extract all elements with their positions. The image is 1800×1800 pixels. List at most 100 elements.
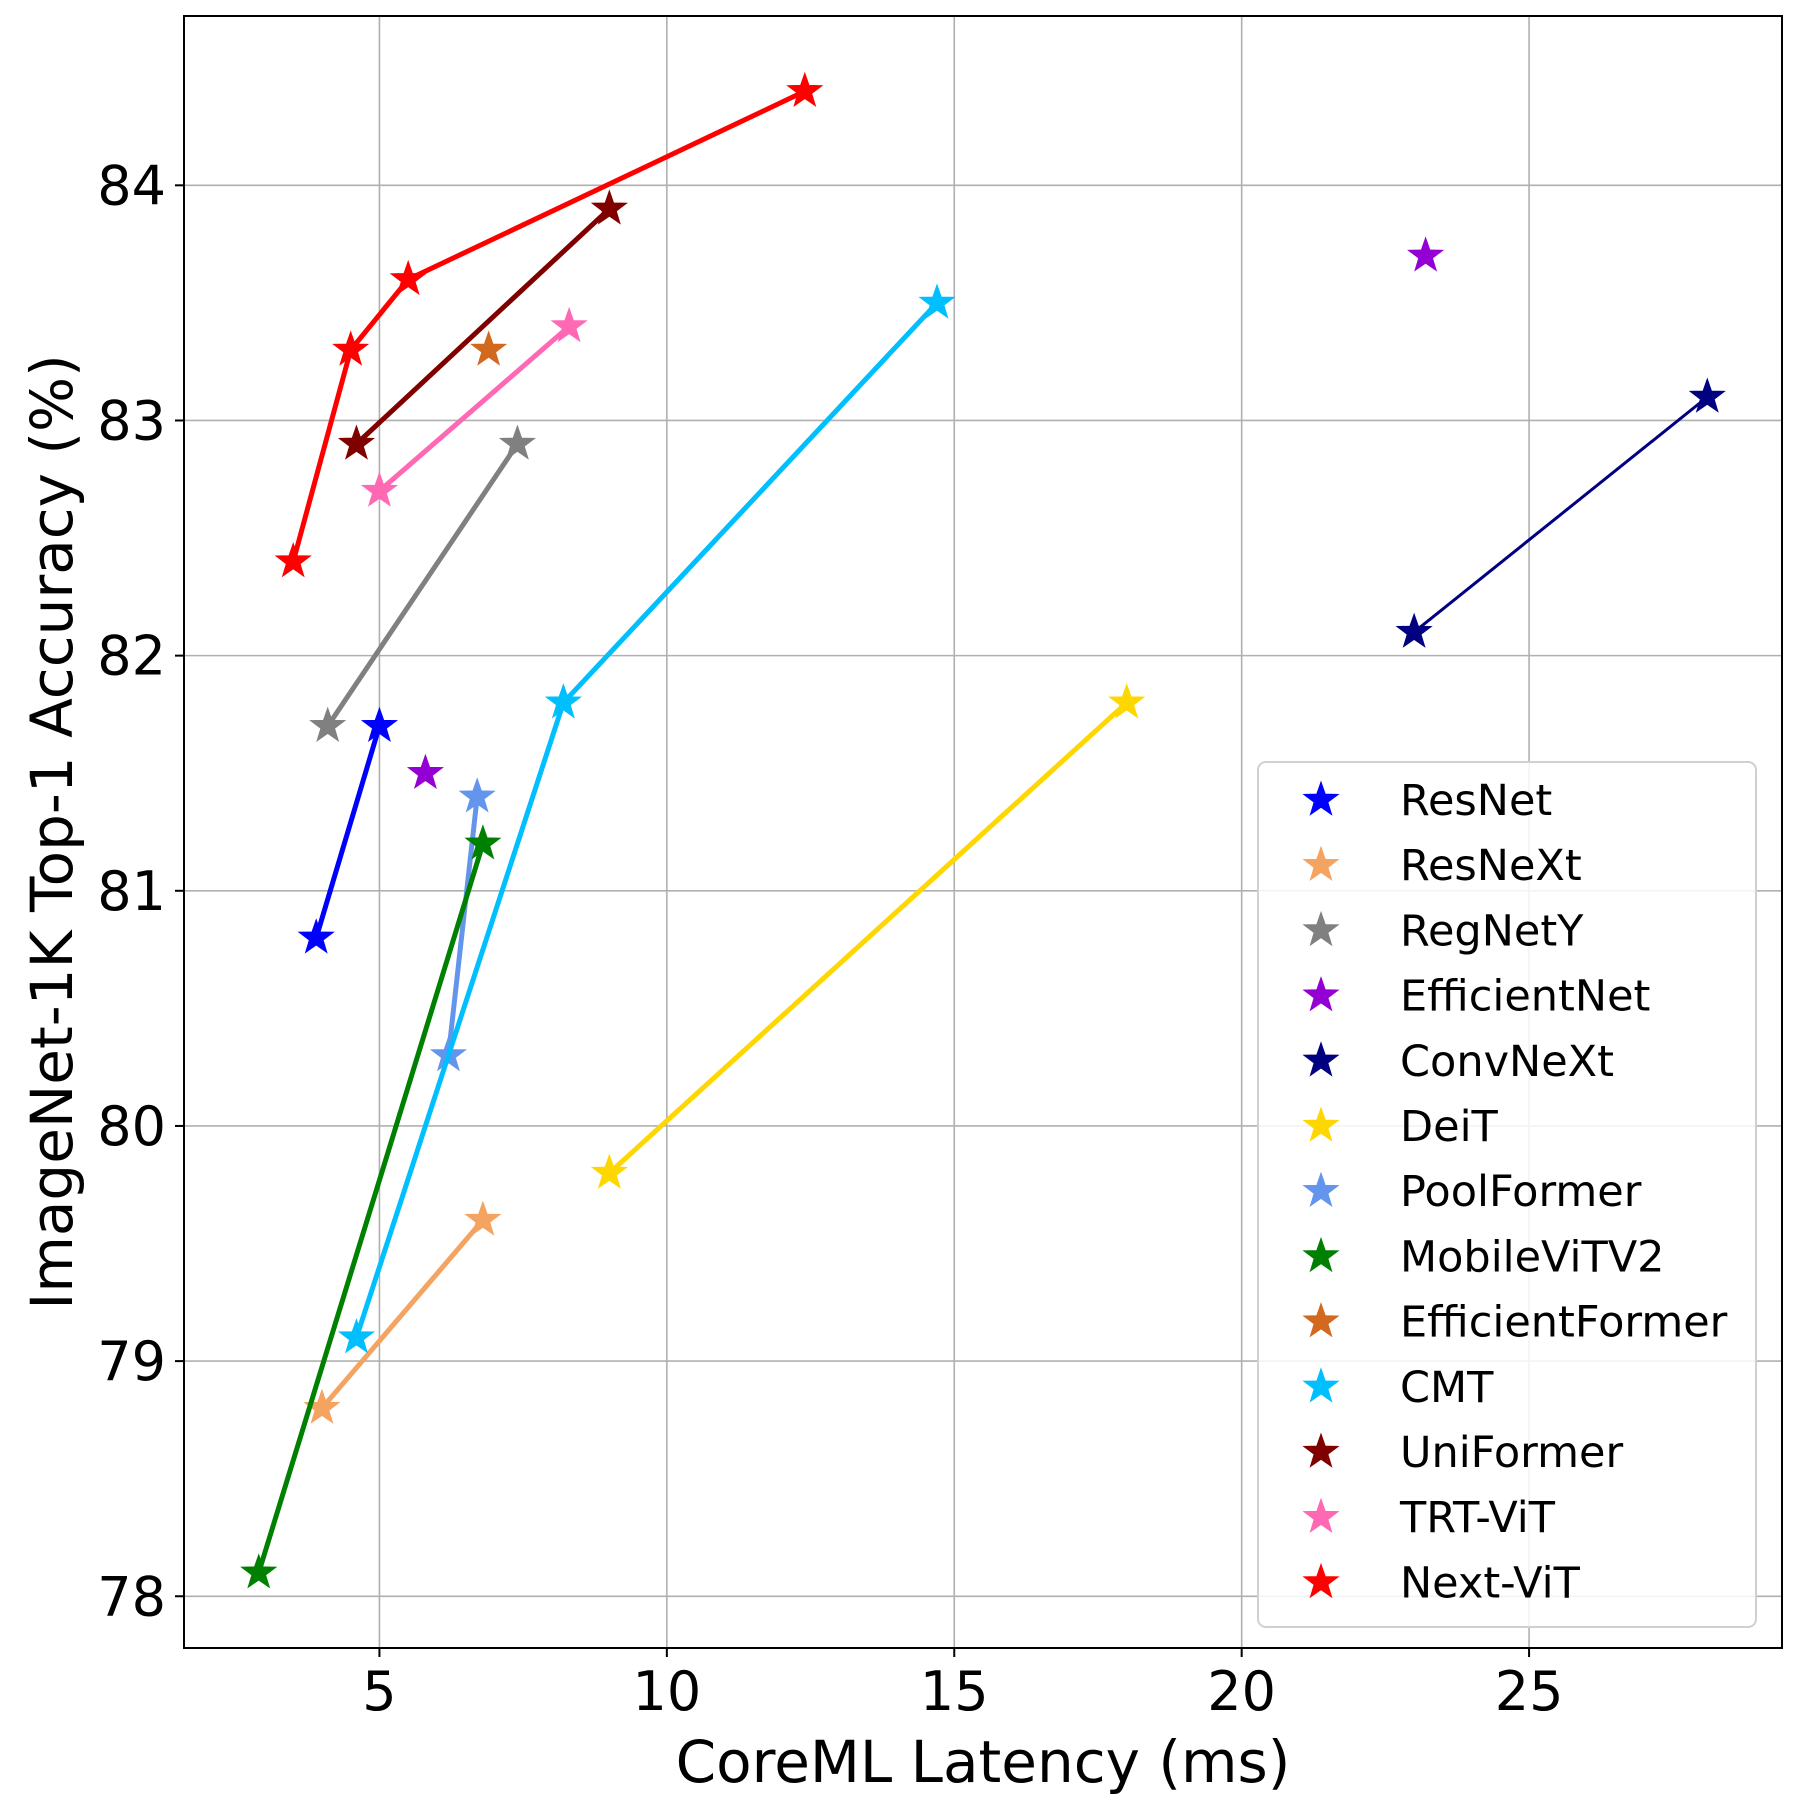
legend-item: EfficientNet bbox=[1302, 972, 1650, 1022]
legend-label: DeiT bbox=[1400, 1102, 1499, 1152]
series-line-resnet bbox=[313, 723, 382, 941]
y-tick-label: 79 bbox=[97, 1330, 166, 1393]
legend-item: ResNet bbox=[1302, 776, 1552, 826]
legend-item: PoolFormer bbox=[1302, 1167, 1642, 1217]
series-cmt bbox=[337, 283, 956, 1354]
data-point-deit bbox=[1108, 683, 1146, 719]
legend-label: ResNet bbox=[1400, 776, 1552, 826]
x-tick-label: 20 bbox=[1207, 1660, 1276, 1723]
y-tick-label: 82 bbox=[97, 625, 166, 688]
series-line-regnety bbox=[325, 441, 520, 729]
legend-label: RegNetY bbox=[1400, 906, 1584, 956]
x-tick-label: 15 bbox=[920, 1660, 989, 1723]
legend-marker bbox=[1302, 1302, 1340, 1338]
data-point-efficientformer bbox=[470, 330, 508, 366]
legend-marker bbox=[1302, 1106, 1340, 1142]
series-efficientformer bbox=[470, 330, 508, 366]
series-poolformer bbox=[429, 777, 496, 1072]
data-point-cmt bbox=[918, 283, 956, 319]
data-point-mobilevitv2 bbox=[464, 824, 502, 860]
data-point-uniformer bbox=[337, 424, 376, 460]
legend-marker bbox=[1302, 1562, 1340, 1599]
data-point-resnet bbox=[360, 706, 399, 742]
legend-item: MobileViTV2 bbox=[1302, 1232, 1665, 1282]
series-trt-vit bbox=[360, 306, 588, 507]
x-tick-label: 5 bbox=[362, 1660, 396, 1723]
series-line-mobilevitv2 bbox=[256, 841, 486, 1576]
data-point-next-vit bbox=[274, 542, 312, 578]
y-tick-label: 83 bbox=[97, 389, 166, 452]
series-line-next-vit bbox=[290, 88, 808, 565]
legend-label: TRT-ViT bbox=[1399, 1493, 1556, 1543]
data-point-cmt bbox=[337, 1318, 376, 1354]
y-axis-label: ImageNet-1K Top-1 Accuracy (%) bbox=[18, 354, 86, 1310]
legend-marker bbox=[1302, 1236, 1340, 1273]
x-tick-label: 10 bbox=[632, 1660, 701, 1723]
y-tick-label: 78 bbox=[97, 1565, 166, 1628]
series-line-convnext bbox=[1412, 395, 1709, 634]
series-efficientnet bbox=[406, 236, 1445, 790]
series-resnext bbox=[303, 1200, 502, 1424]
data-point-trt-vit bbox=[360, 471, 399, 507]
legend-item: EfficientFormer bbox=[1302, 1298, 1728, 1348]
plot-series bbox=[240, 71, 1726, 1589]
legend-item: TRT-ViT bbox=[1302, 1493, 1556, 1543]
data-point-trt-vit bbox=[550, 306, 588, 343]
y-tick-label: 84 bbox=[97, 154, 166, 217]
data-point-next-vit bbox=[332, 330, 370, 366]
legend: ResNet ResNeXt RegNetY EfficientNet ConvNeXt… bbox=[1257, 761, 1757, 1628]
legend-item: ResNeXt bbox=[1302, 841, 1582, 891]
series-line-resnext bbox=[319, 1217, 486, 1411]
data-point-regnety bbox=[309, 706, 347, 742]
legend-marker bbox=[1302, 1367, 1340, 1403]
legend-label: UniFormer bbox=[1400, 1428, 1623, 1478]
tick-labels: 5 10 15 20 25 78 79 80 81 82 83 84 bbox=[97, 154, 1563, 1723]
series-next-vit bbox=[274, 71, 824, 578]
series-regnety bbox=[309, 424, 536, 742]
x-axis-label: CoreML Latency (ms) bbox=[676, 1728, 1291, 1796]
legend-item: RegNetY bbox=[1302, 906, 1584, 956]
y-tick-label: 81 bbox=[97, 860, 166, 923]
legend-marker bbox=[1302, 1171, 1340, 1207]
series-line-trt-vit bbox=[376, 323, 572, 494]
legend-label: ConvNeXt bbox=[1400, 1037, 1614, 1087]
legend-label: ResNeXt bbox=[1400, 841, 1582, 891]
legend-item: CMT bbox=[1302, 1363, 1494, 1413]
series-line-uniformer bbox=[353, 206, 612, 447]
legend-item: ConvNeXt bbox=[1302, 1037, 1614, 1087]
legend-label: MobileViTV2 bbox=[1400, 1232, 1665, 1282]
data-point-next-vit bbox=[786, 71, 824, 108]
legend-label: Next-ViT bbox=[1400, 1558, 1581, 1608]
data-point-poolformer bbox=[458, 777, 496, 813]
data-point-cmt bbox=[544, 683, 582, 719]
data-point-convnext bbox=[1395, 612, 1433, 648]
series-uniformer bbox=[337, 189, 628, 460]
legend-box bbox=[1257, 761, 1757, 1628]
legend-label: EfficientFormer bbox=[1400, 1298, 1728, 1348]
data-point-efficientnet bbox=[1407, 236, 1445, 272]
legend-marker bbox=[1302, 845, 1340, 881]
series-deit bbox=[590, 683, 1146, 1189]
legend-marker bbox=[1302, 1432, 1340, 1468]
plot-frame bbox=[183, 15, 1783, 1649]
legend-label: CMT bbox=[1400, 1363, 1494, 1413]
legend-item: UniFormer bbox=[1302, 1428, 1623, 1478]
series-resnet bbox=[297, 706, 399, 954]
data-point-uniformer bbox=[590, 189, 628, 225]
data-point-regnety bbox=[498, 424, 536, 460]
legend-marker bbox=[1302, 1497, 1340, 1533]
series-line-cmt bbox=[353, 300, 940, 1341]
x-tick-label: 25 bbox=[1495, 1660, 1564, 1723]
legend-marker bbox=[1302, 780, 1340, 816]
legend-label: PoolFormer bbox=[1400, 1167, 1642, 1217]
legend-marker bbox=[1302, 976, 1340, 1012]
data-point-mobilevitv2 bbox=[240, 1553, 278, 1589]
series-line-deit bbox=[606, 700, 1130, 1176]
series-mobilevitv2 bbox=[240, 824, 502, 1589]
data-point-next-vit bbox=[389, 259, 427, 296]
data-point-efficientnet bbox=[406, 753, 444, 790]
series-convnext bbox=[1395, 377, 1726, 648]
data-point-resnext bbox=[464, 1200, 502, 1236]
legend-marker bbox=[1302, 910, 1340, 947]
